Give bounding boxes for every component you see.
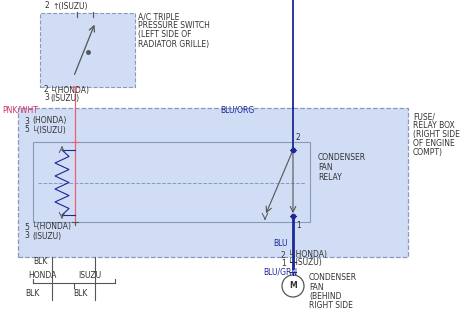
Text: RADIATOR GRILLE): RADIATOR GRILLE) — [138, 40, 209, 48]
Text: 3: 3 — [44, 94, 49, 103]
Text: HONDA: HONDA — [28, 271, 56, 280]
Text: RELAY: RELAY — [318, 173, 342, 183]
Text: 2: 2 — [44, 85, 49, 95]
Text: BLU: BLU — [273, 240, 288, 248]
Text: PNK/WHT: PNK/WHT — [2, 105, 38, 115]
Text: BLU/GRN: BLU/GRN — [263, 267, 297, 276]
Text: OF ENGINE: OF ENGINE — [413, 139, 455, 149]
Text: RIGHT SIDE: RIGHT SIDE — [309, 300, 353, 310]
Text: (LEFT SIDE OF: (LEFT SIDE OF — [138, 31, 191, 40]
Text: (ISUZU): (ISUZU) — [32, 232, 61, 241]
Circle shape — [282, 275, 304, 297]
Text: BLK: BLK — [33, 257, 47, 266]
Text: PRESSURE SWITCH: PRESSURE SWITCH — [138, 22, 210, 31]
Text: 2: 2 — [281, 251, 286, 260]
Text: A/C TRIPLE: A/C TRIPLE — [138, 12, 179, 22]
Text: BLK: BLK — [73, 289, 87, 298]
Text: 5: 5 — [24, 125, 29, 134]
Text: BLU/ORG: BLU/ORG — [220, 105, 254, 115]
Text: (ISUZU): (ISUZU) — [50, 94, 79, 103]
Text: 3: 3 — [24, 232, 29, 241]
Text: FUSE/: FUSE/ — [413, 113, 435, 121]
Text: 1: 1 — [281, 259, 286, 267]
Text: 3: 3 — [24, 116, 29, 125]
Text: M: M — [289, 281, 297, 290]
Text: BLK: BLK — [25, 289, 39, 298]
Text: CONDENSER: CONDENSER — [318, 154, 366, 163]
Text: └(HONDA): └(HONDA) — [32, 222, 71, 232]
Text: (BEHIND: (BEHIND — [309, 291, 341, 300]
Bar — [33, 142, 310, 222]
Text: └(ISUZU): └(ISUZU) — [32, 125, 66, 134]
Text: └(ISUZU): └(ISUZU) — [288, 259, 322, 267]
Text: ISUZU: ISUZU — [78, 271, 101, 280]
Text: 2: 2 — [296, 133, 301, 142]
Text: FAN: FAN — [309, 282, 324, 291]
Text: (HONDA): (HONDA) — [32, 116, 66, 125]
Bar — [40, 13, 135, 87]
Text: 5: 5 — [24, 222, 29, 232]
Text: └(HONDA): └(HONDA) — [50, 85, 89, 95]
Text: CONDENSER: CONDENSER — [309, 274, 357, 282]
Bar — [18, 108, 408, 257]
Text: COMPT): COMPT) — [413, 149, 443, 158]
Text: RELAY BOX: RELAY BOX — [413, 121, 455, 130]
Text: ↑(ISUZU): ↑(ISUZU) — [52, 2, 88, 11]
Text: 2: 2 — [45, 2, 50, 11]
Text: └(HONDA): └(HONDA) — [288, 251, 327, 260]
Text: FAN: FAN — [318, 163, 333, 173]
Text: 1: 1 — [296, 221, 301, 230]
Text: (RIGHT SIDE: (RIGHT SIDE — [413, 130, 460, 139]
